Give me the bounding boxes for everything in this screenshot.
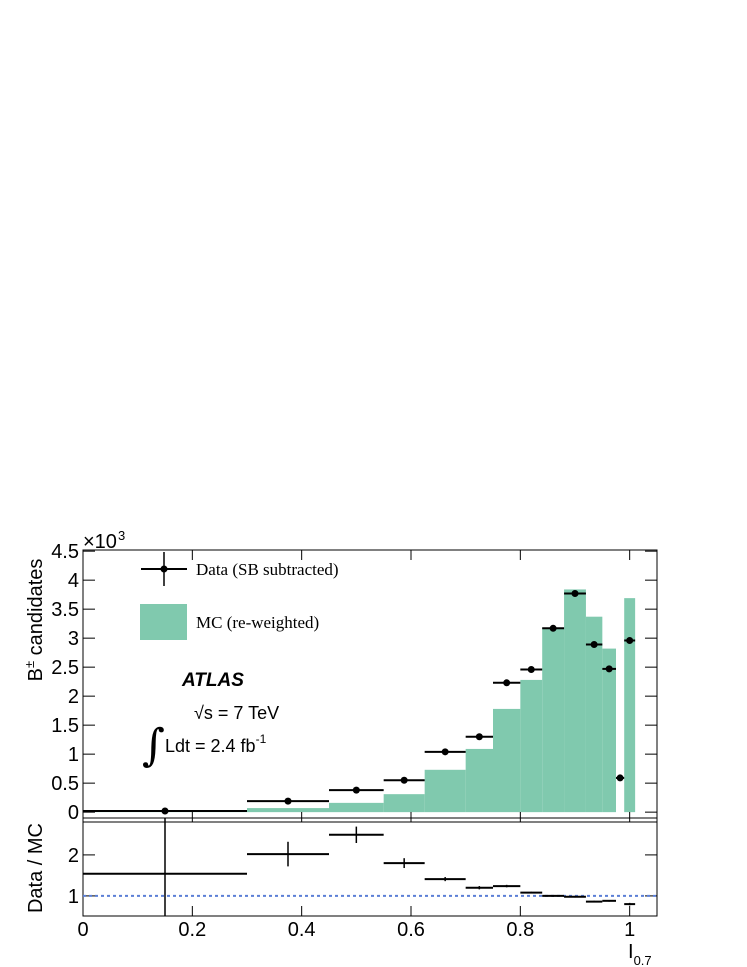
experiment-label: ATLAS [181,670,244,691]
mc-bar [585,616,603,813]
data-point [605,665,613,673]
x-tick-label: 0.4 [288,919,316,941]
mc-bar [493,708,521,813]
energy-label: √s = 7 TeV [194,703,279,723]
legend-mc-swatch [140,604,187,640]
y-axis-label-main: B [25,668,47,681]
data-point [161,807,169,815]
mc-bar [383,794,425,813]
y-tick-label: 3.5 [51,599,79,621]
ratio-y-tick-label: 2 [68,845,79,867]
x-tick-label: 0.2 [178,919,206,941]
y-axis-label-rest: candidates [25,559,47,661]
mc-bar [542,627,565,813]
mc-bar [520,679,543,813]
data-point [590,641,598,649]
data-point [441,748,449,756]
ratio-y-tick-label: 1 [68,886,79,908]
mc-bar [624,598,636,813]
x-tick-label: 1 [624,919,635,941]
data-point [549,624,557,632]
data-point [571,589,579,597]
ratio-points [83,818,636,916]
lumi-exponent: -1 [256,732,267,746]
data-point [284,797,292,805]
y-scale-label: ×10 [83,531,117,553]
data-point [475,733,483,741]
legend-label: Data (SB subtracted) [196,560,339,579]
y-tick-label: 3 [68,628,79,650]
y-tick-label: 1 [68,744,79,766]
ratio-y-axis-label: Data / MC [25,823,47,913]
data-point [503,679,511,687]
y-tick-label: 4.5 [51,541,79,563]
lumi-label: Ldt = 2.4 fb-1 [165,732,267,756]
y-scale-exponent: 3 [118,528,125,543]
main-frame [82,549,658,823]
x-tick-label: 0.6 [397,919,425,941]
data-point [527,665,535,673]
legend-label: MC (re-weighted) [196,613,319,632]
y-tick-label: 4 [68,570,79,592]
x-tick-label: 0 [77,919,88,941]
mc-bar [602,648,616,813]
mc-bar [465,748,493,813]
y-tick-label: 1.5 [51,715,79,737]
ratio-frame [82,817,658,917]
y-tick-label: 2.5 [51,657,79,679]
data-point [400,776,408,784]
y-tick-label: 0 [68,802,79,824]
data-point [616,774,624,782]
y-axis-label-sup: ± [22,661,37,668]
legend-data-marker [160,565,168,573]
mc-bar [247,808,329,813]
y-axis-label: B± candidates [22,559,47,682]
y-tick-label: 2 [68,686,79,708]
data-point [626,636,634,644]
mc-bar [329,802,384,813]
mc-bar [424,769,466,813]
data-point [352,786,360,794]
x-axis-label: I0.7 [628,941,652,967]
integral-symbol: ∫ [142,720,165,771]
x-tick-label: 0.8 [506,919,534,941]
x-axis-label-main: I [628,941,634,963]
y-tick-label: 0.5 [51,773,79,795]
mc-bar [564,589,586,813]
x-axis-label-sub: 0.7 [634,953,652,967]
lumi-text: Ldt = 2.4 fb [165,736,256,756]
